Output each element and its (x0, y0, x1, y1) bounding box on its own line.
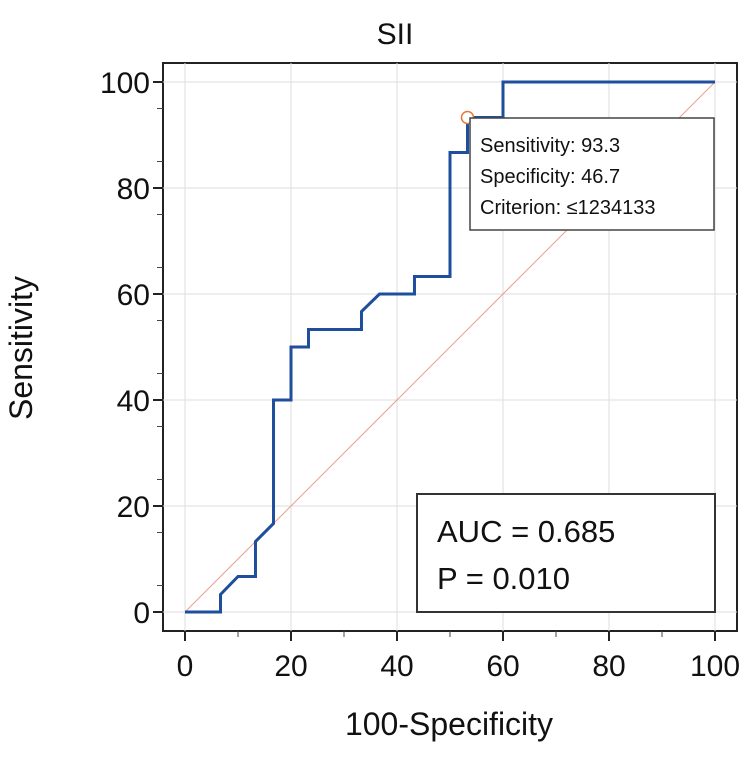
x-tick-label: 60 (486, 650, 519, 683)
x-tick-label: 20 (274, 650, 307, 683)
x-tick-label: 40 (380, 650, 413, 683)
auc-annotation: AUC = 0.685 P = 0.010 (416, 493, 716, 613)
y-tick-label: 20 (117, 491, 150, 524)
x-axis-label: 100-Specificity (345, 706, 553, 742)
y-tick-label: 100 (100, 67, 150, 100)
y-tick-label: 0 (133, 597, 150, 630)
p-value: P = 0.010 (437, 561, 570, 596)
y-axis-label: Sensitivity (3, 276, 39, 420)
x-tick-label: 100 (690, 650, 740, 683)
x-tick-label: 0 (177, 650, 194, 683)
auc-value: AUC = 0.685 (437, 514, 615, 549)
roc-curve-line (185, 80, 715, 614)
y-tick-label: 60 (117, 279, 150, 312)
y-tick-label: 80 (117, 173, 150, 206)
chart-title: SII (377, 18, 414, 51)
auc-box (416, 493, 716, 613)
y-axis: 0 20 40 60 80 100 (100, 67, 150, 630)
tooltip-criterion: Criterion: ≤1234133 (480, 197, 656, 219)
tooltip-box (469, 117, 715, 231)
tooltip-sensitivity: Sensitivity: 93.3 (480, 135, 620, 157)
tooltip-specificity: Specificity: 46.7 (480, 166, 620, 188)
x-axis: 0 20 40 60 80 100 (177, 650, 740, 683)
minor-ticks (157, 108, 663, 637)
criterion-tooltip: Sensitivity: 93.3 Specificity: 46.7 Crit… (469, 117, 715, 231)
x-tick-label: 80 (592, 650, 625, 683)
y-tick-label: 40 (117, 385, 150, 418)
